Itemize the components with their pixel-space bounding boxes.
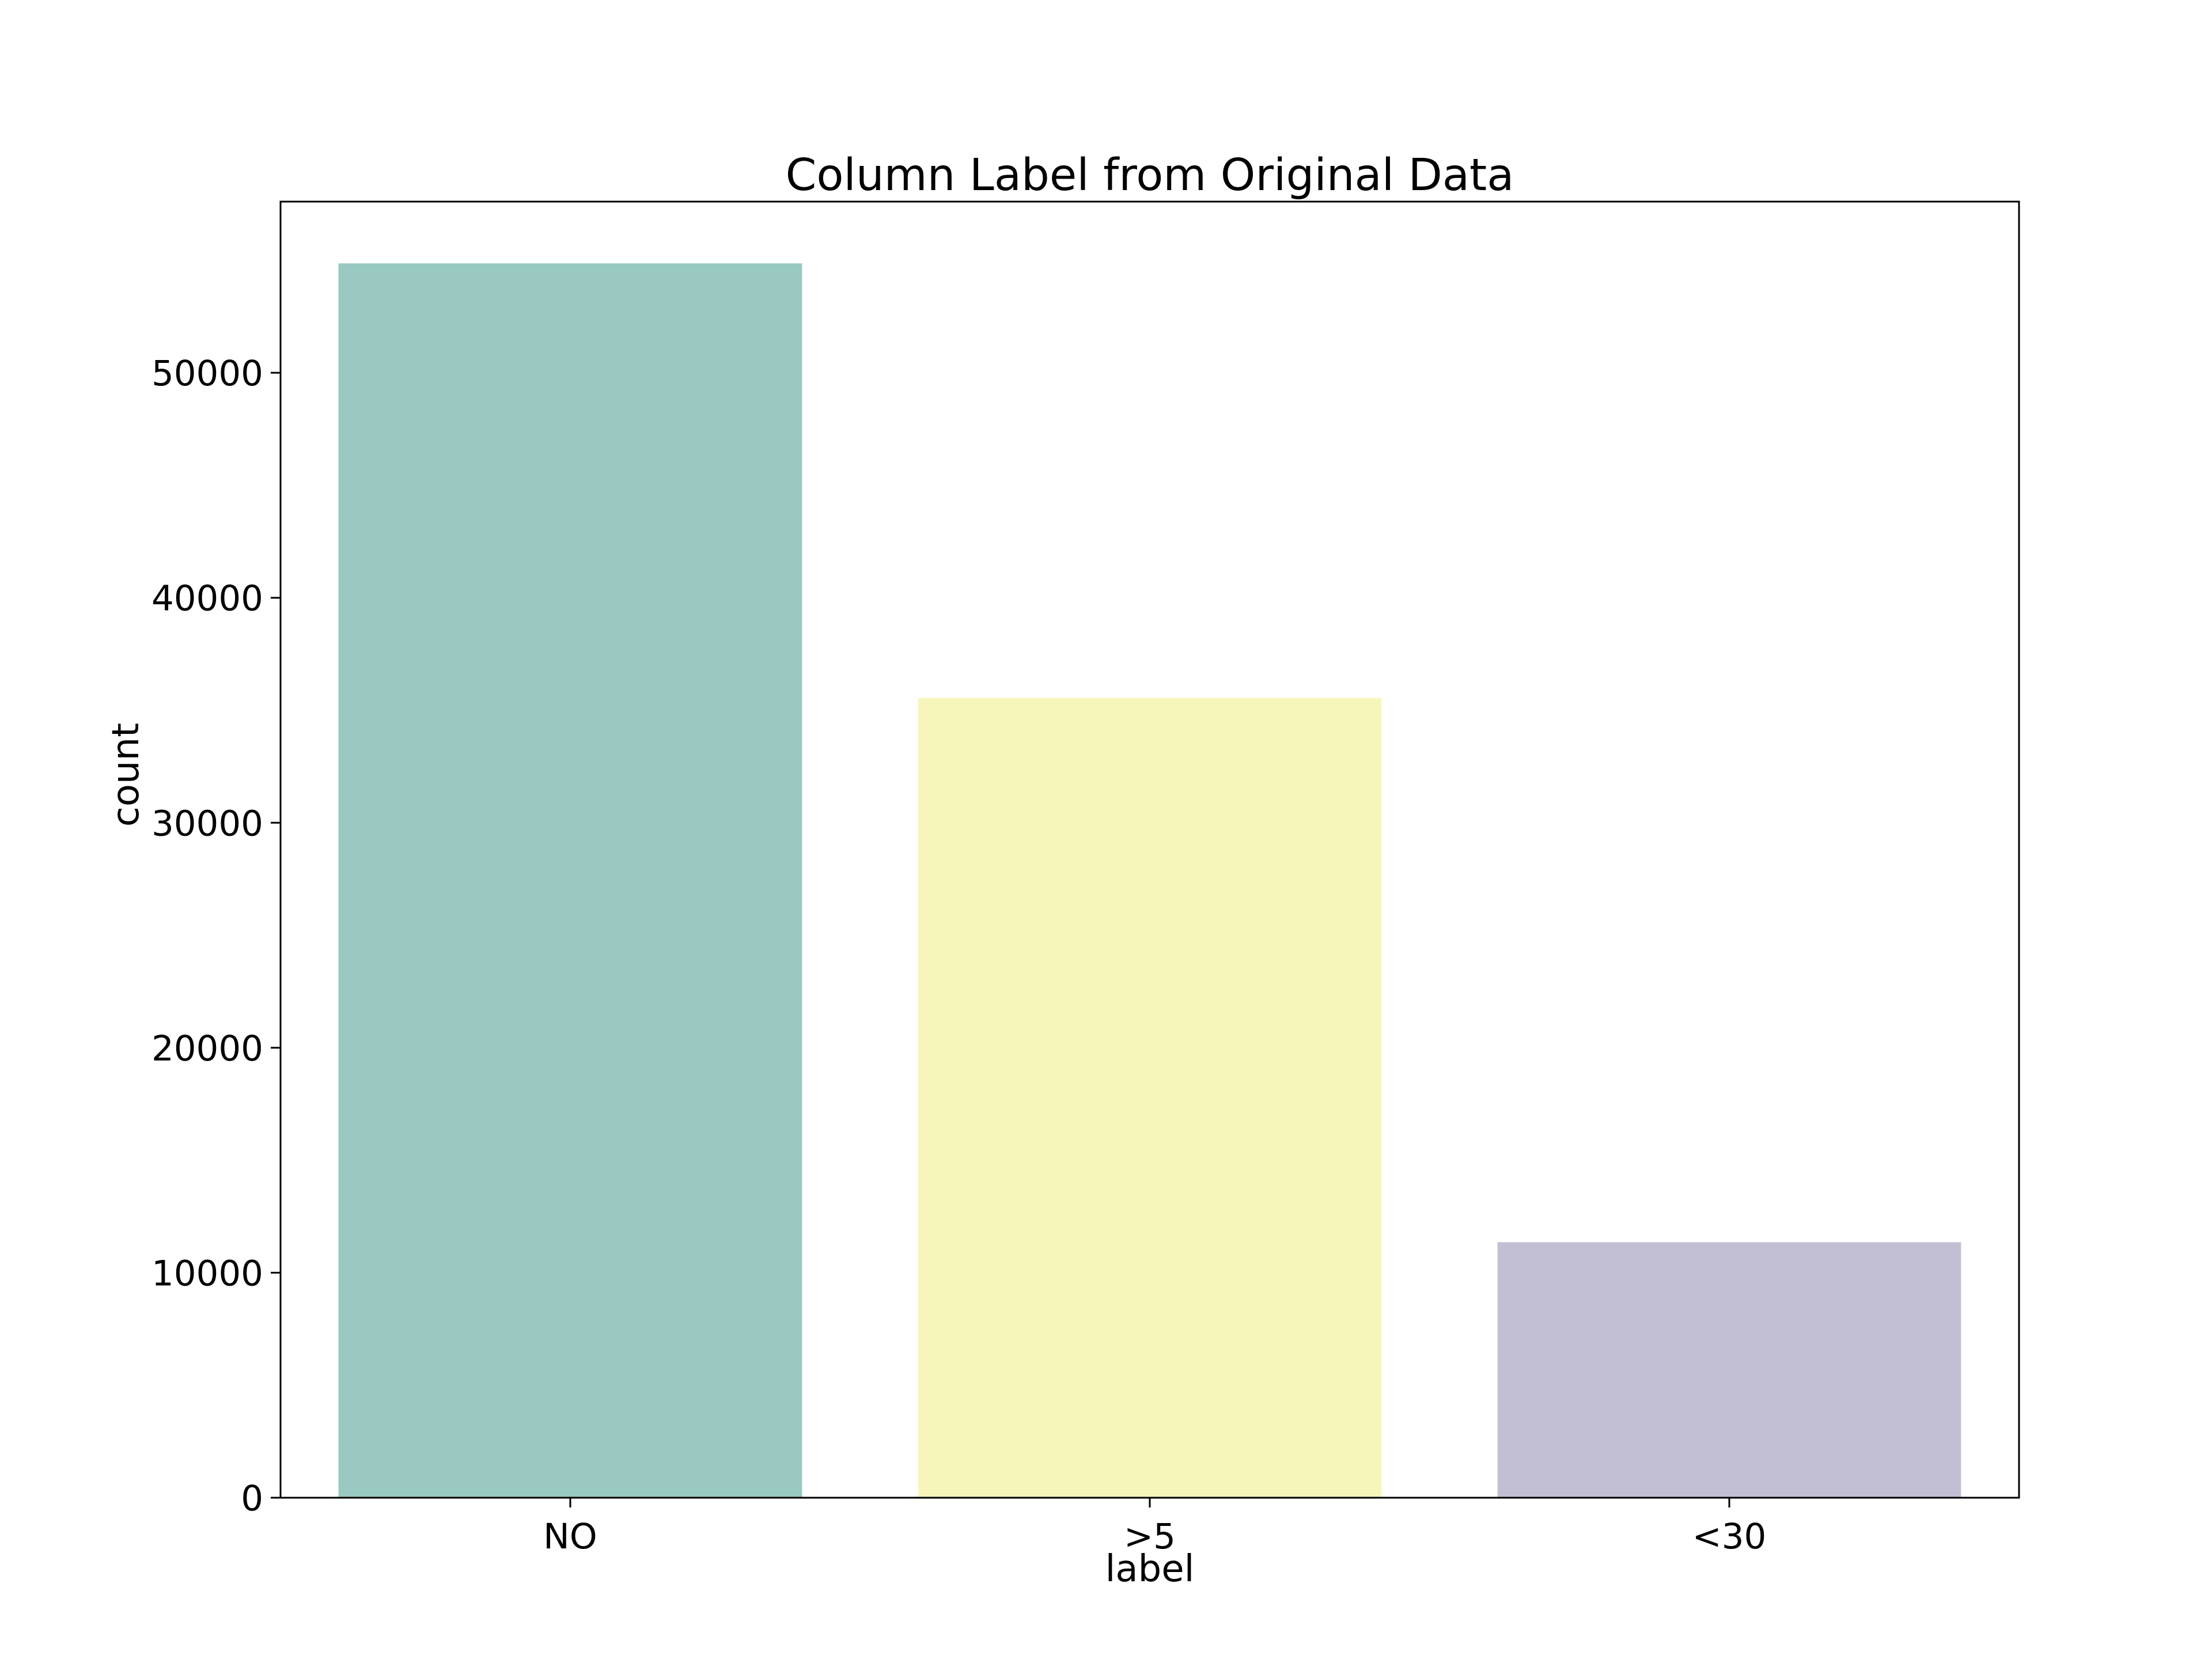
y-tick-label: 20000 bbox=[151, 1028, 263, 1069]
y-axis-label: count bbox=[105, 723, 147, 827]
plot-frame bbox=[279, 200, 2020, 1499]
bars-layer bbox=[338, 263, 1961, 1498]
x-tick-label: <30 bbox=[1692, 1516, 1767, 1557]
x-tick-label: >5 bbox=[1124, 1516, 1176, 1557]
chart-title: Column Label from Original Data bbox=[786, 150, 1514, 201]
ticks-layer: NO >5 <30 0 10000 20000 30000 40000 50000 bbox=[151, 353, 1766, 1557]
y-tick-label: 40000 bbox=[151, 578, 263, 619]
bar-0 bbox=[338, 263, 802, 1498]
x-axis-label: label bbox=[1105, 1548, 1195, 1590]
y-tick-label: 30000 bbox=[151, 803, 263, 844]
bar-1 bbox=[918, 698, 1382, 1498]
y-tick-label: 50000 bbox=[151, 353, 263, 394]
bar-2 bbox=[1497, 1242, 1961, 1498]
y-tick-label: 10000 bbox=[151, 1253, 263, 1294]
x-tick-label: NO bbox=[543, 1516, 597, 1557]
y-tick-label: 0 bbox=[241, 1478, 263, 1519]
